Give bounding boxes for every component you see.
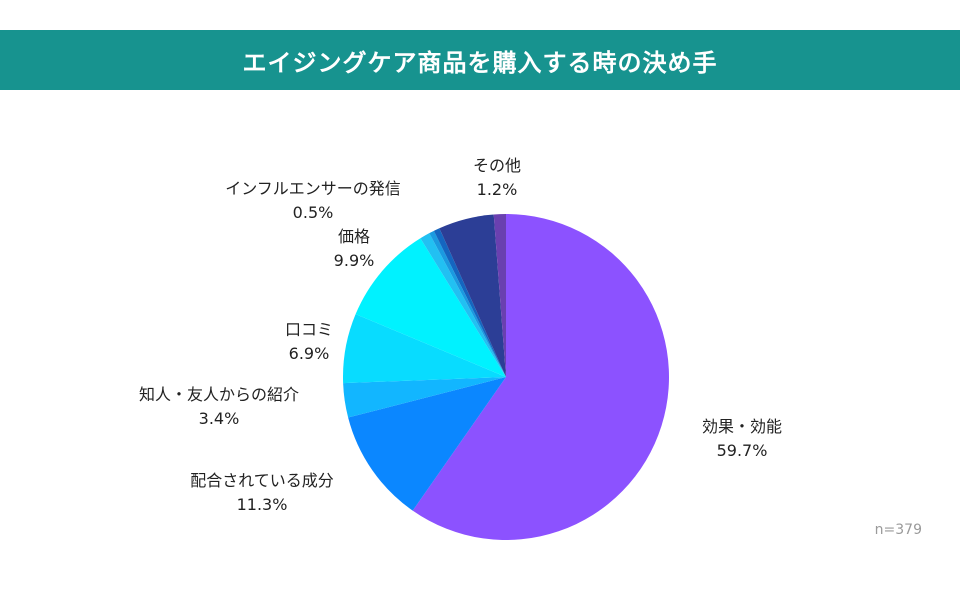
label-price-value: 9.9%	[333, 251, 375, 270]
label-reviews-value: 6.9%	[288, 344, 330, 363]
label-ingredients-name: 配合されている成分	[190, 471, 334, 490]
label-influencer: インフルエンサーの発信 0.5%	[225, 177, 401, 225]
chart-title-bar: エイジングケア商品を購入する時の決め手	[0, 30, 960, 90]
label-ingredients-value: 11.3%	[236, 495, 288, 514]
label-reviews-name: 口コミ	[284, 320, 334, 339]
label-influencer-name: インフルエンサーの発信	[225, 179, 401, 198]
pie-slice-2	[343, 377, 506, 418]
label-referral-name: 知人・友人からの紹介	[138, 385, 300, 404]
label-effect-name: 効果・効能	[701, 417, 783, 436]
label-price: 価格 9.9%	[334, 225, 375, 273]
pie-slice-4	[355, 238, 506, 377]
label-effect-value: 59.7%	[716, 441, 768, 460]
pie-slice-9	[493, 214, 506, 377]
pie-slice-8	[439, 214, 506, 377]
pie-slice-5	[420, 233, 506, 377]
label-other: その他 1.2%	[473, 154, 521, 202]
pie-slice-7	[433, 228, 506, 377]
label-other-name: その他	[472, 156, 522, 175]
sample-size-note: n=379	[874, 522, 922, 538]
label-influencer-value: 0.5%	[292, 203, 334, 222]
pie-slice-1	[348, 377, 506, 511]
label-reviews: 口コミ 6.9%	[285, 318, 333, 366]
pie-slice-3	[342, 314, 506, 384]
label-referral: 知人・友人からの紹介 3.4%	[139, 383, 299, 431]
label-other-value: 1.2%	[476, 180, 518, 199]
pie-slice-0	[412, 214, 669, 540]
chart-title: エイジングケア商品を購入する時の決め手	[242, 48, 718, 77]
label-effect: 効果・効能 59.7%	[702, 415, 782, 463]
pie-slice-6	[429, 230, 506, 377]
label-referral-value: 3.4%	[198, 409, 240, 428]
label-price-name: 価格	[337, 227, 370, 246]
label-ingredients: 配合されている成分 11.3%	[190, 469, 334, 517]
